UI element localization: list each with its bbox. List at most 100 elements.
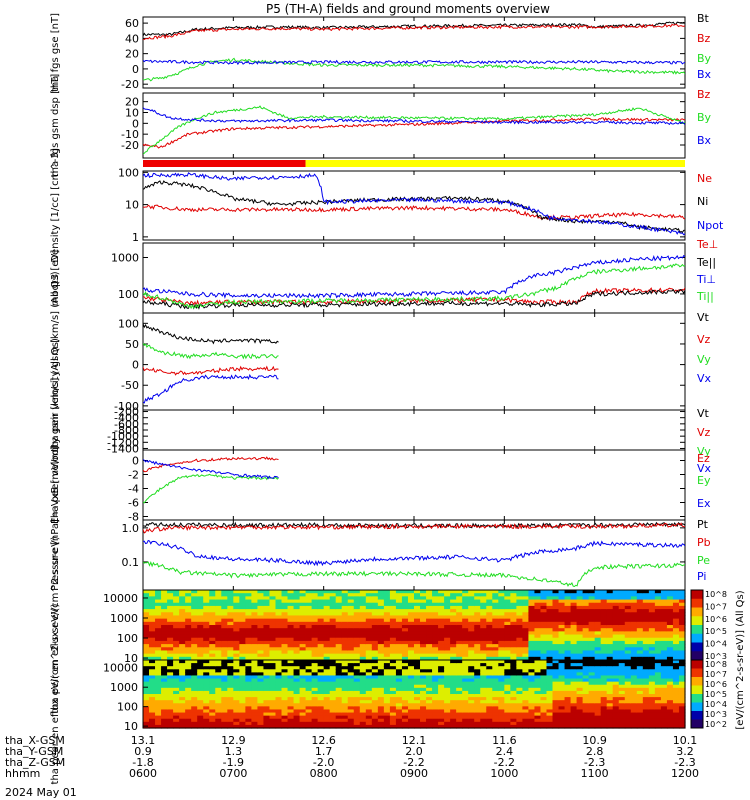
heatmap-cell: [498, 615, 505, 620]
heatmap-cell: [450, 602, 457, 607]
heatmap-cell: [323, 647, 331, 652]
heatmap-cell: [377, 644, 385, 648]
heatmap-cell: [173, 628, 180, 632]
heatmap-cell: [311, 618, 319, 623]
heatmap-cell: [582, 724, 590, 729]
heatmap-cell: [420, 669, 427, 673]
heatmap-cell: [167, 706, 174, 711]
heatmap-cell: [654, 593, 662, 597]
heatmap-cell: [672, 605, 680, 610]
heatmap-cell: [516, 644, 523, 648]
heatmap-cell: [666, 715, 674, 720]
heatmap-cell: [438, 609, 445, 613]
heatmap-cell: [522, 687, 530, 692]
heatmap-cell: [570, 669, 578, 673]
heatmap-cell: [480, 640, 487, 645]
heatmap-cell: [197, 631, 204, 636]
heatmap-cell: [311, 681, 319, 686]
heatmap-cell: [420, 681, 427, 686]
heatmap-cell: [582, 715, 590, 720]
heatmap-cell: [143, 681, 150, 686]
heatmap-cell: [299, 590, 307, 594]
heatmap-cell: [299, 697, 307, 701]
heatmap-cell: [528, 618, 536, 623]
heatmap-cell: [540, 669, 548, 673]
heatmap-cell: [317, 628, 325, 632]
heatmap-cell: [636, 653, 644, 658]
heatmap-cell: [179, 612, 186, 617]
heatmap-cell: [173, 721, 180, 726]
heatmap-cell: [407, 718, 415, 723]
heatmap-cell: [299, 593, 307, 597]
heatmap-cell: [287, 593, 295, 597]
heatmap-cell: [594, 709, 602, 714]
heatmap-cell: [432, 672, 439, 677]
heatmap-cell: [552, 709, 560, 714]
heatmap-cell: [426, 715, 433, 720]
heatmap-cell: [660, 675, 668, 680]
heatmap-cell: [552, 634, 560, 639]
heatmap-cell: [359, 669, 367, 673]
heatmap-cell: [588, 681, 596, 686]
heatmap-cell: [167, 631, 174, 636]
heatmap-cell: [167, 628, 174, 632]
heatmap-cell: [329, 640, 337, 645]
heatmap-cell: [432, 647, 439, 652]
heatmap-cell: [576, 650, 584, 655]
heatmap-cell: [383, 669, 391, 673]
heatmap-cell: [630, 700, 638, 704]
heatmap-cell: [317, 712, 325, 717]
heatmap-cell: [167, 656, 174, 661]
heatmap-cell: [426, 687, 433, 692]
heatmap-cell: [624, 724, 632, 729]
heatmap-cell: [407, 644, 415, 648]
heatmap-cell: [305, 700, 313, 704]
heatmap-cell: [179, 703, 186, 707]
heatmap-cell: [347, 718, 355, 723]
heatmap-cell: [155, 709, 162, 714]
heatmap-cell: [444, 663, 451, 667]
heatmap-cell: [173, 625, 180, 629]
heatmap-cell: [618, 647, 626, 652]
heatmap-cell: [456, 712, 463, 717]
heatmap-cell: [395, 605, 403, 610]
heatmap-cell: [203, 612, 210, 617]
heatmap-cell: [401, 706, 409, 711]
heatmap-cell: [546, 700, 554, 704]
heatmap-cell: [341, 715, 349, 720]
footer-value: 2.4: [496, 745, 514, 758]
heatmap-cell: [438, 596, 445, 601]
heatmap-cell: [426, 675, 433, 680]
heatmap-cell: [401, 715, 409, 720]
heatmap-cell: [432, 602, 439, 607]
heatmap-cell: [185, 697, 192, 701]
heatmap-cell: [474, 631, 481, 636]
heatmap-cell: [672, 684, 680, 689]
heatmap-cell: [197, 593, 204, 597]
heatmap-cell: [642, 596, 650, 601]
heatmap-cell: [660, 615, 668, 620]
heatmap-cell: [582, 666, 590, 670]
heatmap-cell: [414, 599, 421, 604]
heatmap-cell: [251, 721, 259, 726]
heatmap-cell: [612, 625, 620, 629]
heatmap-cell: [197, 660, 204, 664]
heatmap-cell: [648, 656, 656, 661]
heatmap-cell: [203, 650, 210, 655]
heatmap-cell: [432, 660, 439, 664]
heatmap-cell: [161, 647, 168, 652]
heatmap-cell: [227, 721, 234, 726]
heatmap-cell: [323, 678, 331, 683]
heatmap-cell: [197, 678, 204, 683]
heatmap-cell: [323, 605, 331, 610]
heatmap-cell: [341, 666, 349, 670]
heatmap-cell: [407, 615, 415, 620]
heatmap-cell: [215, 615, 222, 620]
heatmap-cell: [576, 596, 584, 601]
heatmap-cell: [426, 596, 433, 601]
heatmap-cell: [317, 599, 325, 604]
heatmap-cell: [570, 675, 578, 680]
colorbar-tick: 10^6: [705, 615, 727, 624]
heatmap-cell: [642, 644, 650, 648]
heatmap-cell: [498, 593, 505, 597]
